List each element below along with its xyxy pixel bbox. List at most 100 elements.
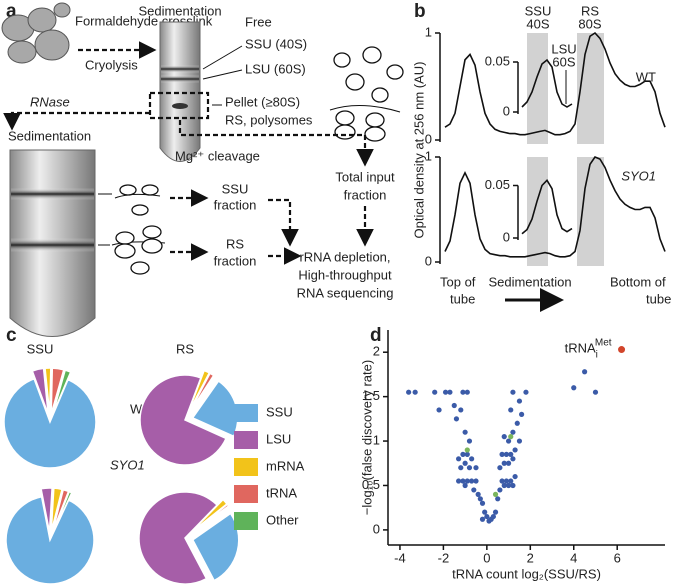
axis-label: tube [450,291,475,306]
point [473,465,479,471]
point [523,389,529,395]
point [503,478,510,484]
pie-slice [191,512,240,582]
point [510,429,516,435]
legend-label: mRNA [266,458,305,473]
point [436,407,442,413]
arrow [3,111,150,131]
x-tick-label: 2 [527,550,534,565]
panel-label: d [370,325,382,346]
point [503,451,510,457]
y-axis-label: −log₁₀(false discovery rate) [359,360,374,515]
point [464,478,470,484]
point [475,491,481,497]
pie-slice [50,367,65,415]
condition-label: SYO1 [621,168,656,183]
point [505,482,512,489]
pie-slice [40,487,53,533]
pie-slice [188,374,217,414]
legend-label: SSU [266,404,293,419]
point [456,456,462,462]
panel-label: c [6,325,17,346]
point [471,487,477,493]
band [11,238,94,252]
point [512,473,518,480]
point [432,389,438,395]
y-tick-label: 2 [373,344,380,359]
y-axis-label: Optical density at 256 nm (AU) [411,61,426,238]
y-tick-label: 0 [503,229,510,244]
point [473,478,479,484]
pellet [172,103,188,109]
point [462,429,468,435]
point [406,389,412,395]
point [501,482,507,489]
legend-label: LSU [266,431,291,446]
step-label: Mg²⁺ cleavage [175,148,260,163]
point [510,389,516,395]
annotation-sub: i [596,349,598,360]
point [484,513,490,520]
point [592,389,599,395]
point [469,456,475,462]
point [508,451,514,457]
pie-slice [3,377,97,469]
fraction-label: LSU (60S) [245,61,306,76]
step-label: Cryolysis [85,57,138,72]
y-tick-label: 0 [373,521,380,536]
x-tick-label: -4 [394,550,406,565]
legend-label: tRNA [266,485,297,500]
step-label: rRNA depletion, [299,249,390,264]
profile-line [444,156,666,258]
fraction-label: SSU [222,181,249,196]
subunit-icons [111,184,166,275]
x-axis-label: tRNA count log₂(SSU/RS) [452,566,601,581]
pie-title: RS [176,341,194,356]
y-tick-label: 0 [503,103,510,118]
band-label: SSU [525,3,552,18]
pie-slice [138,491,219,585]
pie-slice [50,487,63,533]
y-tick-label: 1 [425,148,432,163]
point [505,460,512,466]
point [508,478,514,484]
pie-slice [51,369,72,415]
point [456,478,462,484]
band [161,65,199,73]
fraction-label: fraction [214,197,257,212]
point [519,411,525,418]
pellet-box [148,91,210,120]
point [499,451,505,457]
step-label: RNase [30,94,70,109]
point [460,389,466,395]
point [447,389,453,395]
point [451,402,457,409]
annotation-text: tRNA [565,341,596,356]
profile-line [521,178,573,235]
x-tick-label: 4 [570,550,577,565]
x-tick-label: -2 [438,550,450,565]
fraction-label: fraction [344,187,387,202]
pie-slice [5,495,95,585]
point [464,451,470,457]
y-tick-label: 1.5 [362,388,380,403]
tube-label: Sedimentation [138,3,221,18]
legend-swatch [234,458,258,476]
point [479,516,486,522]
point [460,451,466,457]
band-label: RS [581,3,599,18]
axis-label: tube [646,291,671,306]
pie-slice [44,367,52,415]
point [514,420,520,426]
annotation: tRNAiMet [565,337,612,360]
point [464,389,470,395]
point [464,447,470,453]
band-label: 40S [526,16,549,31]
ribosome-icons [329,46,404,142]
point [510,456,516,462]
pie-slice [187,369,211,414]
point [501,460,507,466]
pie-slice [51,488,70,533]
legend-swatch [234,431,258,449]
point [479,500,486,506]
